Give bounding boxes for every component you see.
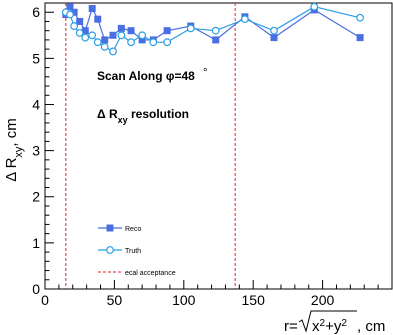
truth-point [211,26,220,35]
reco-point [101,36,109,44]
plot-frame-layer [44,2,393,290]
reco-point [88,5,96,13]
truth-point [163,38,172,47]
y-axis-label-sub: xy [13,146,25,158]
truth-point [149,38,158,47]
reco-point [81,27,89,35]
x-axis-label-exp-1: 2 [320,318,326,329]
x-axis-label: r= x2+y2 , cm [284,310,385,335]
axes-layer: 0 50 100 150 200 0 1 2 3 4 5 6 [32,2,393,308]
reco-point [76,17,84,25]
reco-point [270,34,278,42]
legend-swatch-truth [106,246,114,254]
y-tick-label: 2 [32,189,40,205]
y-tick-label: 3 [32,143,40,159]
x-axis-label-sqrt [298,310,357,333]
reco-point [70,8,78,16]
truth-point [66,10,74,19]
scan-annotation-text: Scan Along [97,69,166,83]
series-layer [61,2,364,56]
resolution-annotation: Δ Rxy resolution [97,107,189,125]
reco-point [138,36,146,44]
reco-point [66,3,74,11]
reco-point [94,15,102,23]
y-axis-label-main: Δ R [3,157,20,181]
legend-label: ecal acceptance [125,270,176,277]
x-tick-label: 0 [41,292,49,308]
truth-point [75,29,84,37]
legend-label: Truth [125,248,141,255]
y-tick-label: 6 [32,4,40,20]
x-tick-label: 150 [242,292,266,308]
y-tick-label: 0 [32,281,40,297]
truth-point [100,42,109,51]
y-axis-label-unit: , cm [3,118,20,146]
scan-annotation-degree: ° [203,65,208,79]
y-axis-label: Δ Rxy, cm [3,118,25,182]
truth-point [109,47,117,56]
acceptance-lines-layer [65,3,236,289]
y-tick-label: 1 [32,235,40,251]
plot-frame [44,2,393,290]
x-axis-label-exp-2: 2 [341,318,347,329]
truth-point [186,24,195,33]
truth-point [240,15,249,24]
truth-point [93,38,102,47]
truth-point [81,33,90,42]
x-tick-label: 50 [107,292,123,308]
truth-point [127,38,135,47]
scan-annotation-phi: φ=48 [166,69,195,83]
x-axis-label-radicand: x2+y2 [312,318,347,335]
reco-point [356,34,364,42]
resolution-annotation-main: Δ R [97,107,118,121]
truth-point [310,2,319,11]
truth-point [138,31,147,40]
reco-point [212,36,220,44]
legend-label: Reco [125,226,141,233]
truth-point [117,31,126,40]
reco-point [109,31,117,39]
resolution-annotation-sub: xy [118,115,128,125]
y-tick-label: 5 [32,50,40,66]
truth-point [270,26,278,35]
reco-point [163,27,171,35]
scan-annotation: Scan Along φ=48 ° [97,65,208,83]
x-axis-label-unit: , cm [357,318,385,335]
x-tick-label: 200 [311,292,335,308]
truth-point [88,31,97,40]
reco-point [117,24,125,32]
x-axis-label-prefix: r= [284,318,298,335]
x-axis-label-radicand-plus: +y [325,318,342,335]
resolution-annotation-tail: resolution [128,107,189,121]
reco-point [127,27,135,35]
y-tick-label: 4 [32,96,40,112]
x-axis-label-radicand-x: x [312,318,320,335]
legend: Reco Truth ecal acceptance [98,224,176,277]
legend-swatch-reco [106,224,114,232]
truth-point [70,22,79,30]
truth-point [356,13,364,22]
x-tick-label: 100 [172,292,196,308]
